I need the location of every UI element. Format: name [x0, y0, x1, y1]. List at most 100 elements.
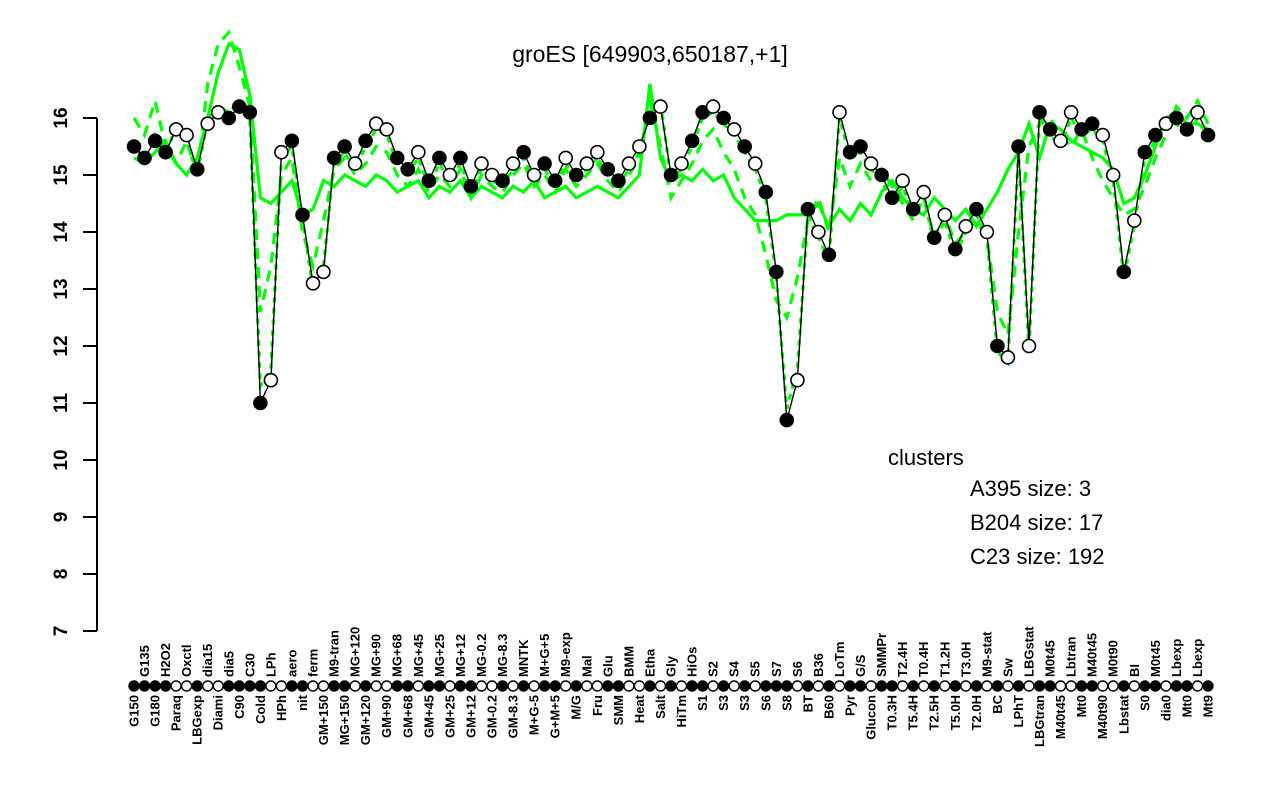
gene-line	[133, 105, 1209, 421]
x-condition-label: Heat	[632, 694, 647, 723]
data-point-filled	[800, 201, 816, 217]
rug-point-filled	[402, 680, 414, 692]
data-point-open	[274, 144, 289, 160]
rug-point-filled	[823, 680, 835, 692]
x-condition-label: SMMPr	[874, 633, 889, 677]
data-point-open	[863, 156, 879, 171]
rug-point-open	[728, 680, 740, 692]
x-condition-label: BT	[800, 695, 815, 712]
x-condition-label: T2.5H	[927, 695, 942, 730]
rug-point-open	[749, 680, 761, 692]
legend-item-b204: B204 size: 17	[970, 510, 1103, 535]
x-condition-label: LoTm	[832, 642, 847, 677]
rug-point-filled	[359, 680, 372, 692]
rug-point-open	[370, 680, 382, 692]
x-condition-label: S2	[706, 661, 721, 677]
x-condition-label: G135	[137, 645, 152, 677]
x-condition-label: Glucon	[864, 695, 879, 740]
x-condition-label: T0.4H	[916, 642, 931, 677]
data-point-open	[558, 150, 574, 166]
data-point-open	[1127, 213, 1142, 228]
x-condition-label: G180	[148, 695, 163, 727]
x-condition-label: Pyr	[843, 695, 858, 716]
x-axis-labels: G150 G135 G180 H2O2 Paraq Oxctl LBGexp dia15 Dia…	[127, 626, 1216, 747]
x-condition-label: S1	[695, 695, 710, 711]
rug-point-open	[833, 680, 846, 692]
x-condition-label: nit	[295, 694, 310, 711]
x-condition-label: B60	[821, 695, 836, 719]
rug-point-open	[581, 680, 593, 692]
data-point-open	[410, 144, 426, 160]
rug-point-open	[1107, 680, 1119, 692]
data-point-filled	[189, 162, 205, 177]
rug-point-open	[812, 680, 825, 692]
x-condition-label: C30	[242, 653, 257, 677]
x-condition-label: S5	[748, 661, 763, 677]
x-condition-label: MG+90	[369, 634, 384, 677]
x-condition-label: BMM	[621, 646, 636, 677]
rug-point-filled	[612, 680, 625, 692]
data-point-open	[674, 156, 689, 171]
data-point-filled	[568, 167, 584, 183]
rug-point-filled	[1170, 680, 1183, 692]
x-condition-label: M0t45	[1043, 640, 1058, 677]
data-point-filled	[358, 133, 373, 149]
rug-point-filled	[760, 680, 772, 692]
data-point-open	[726, 122, 742, 137]
data-point-filled	[1084, 116, 1100, 131]
rug-point-open	[560, 680, 572, 692]
data-point-filled	[1032, 105, 1047, 120]
x-condition-label: M9-stat	[979, 631, 994, 677]
rug-point-filled	[1012, 680, 1025, 692]
x-condition-label: LBGstat	[1022, 626, 1037, 677]
data-point-open	[200, 116, 215, 131]
data-point-open	[505, 156, 521, 171]
rug-point-open	[275, 680, 288, 692]
rug-point-filled	[696, 680, 709, 692]
x-condition-label: Mal	[579, 655, 594, 677]
data-point-open	[1000, 350, 1016, 365]
data-point-open	[937, 207, 953, 223]
rug-point-filled	[1139, 680, 1151, 692]
x-condition-label: SMM	[611, 695, 626, 725]
data-point-filled	[326, 150, 342, 166]
x-condition-label: MG+45	[411, 634, 426, 677]
data-point-filled	[537, 156, 552, 171]
data-point-filled	[684, 133, 700, 149]
x-condition-label: S4	[727, 660, 742, 677]
data-point-open	[347, 156, 363, 171]
x-condition-label: B36	[811, 653, 826, 677]
rug-point-filled	[423, 680, 435, 692]
x-condition-label: HiOs	[685, 647, 700, 677]
data-point-open	[979, 224, 995, 240]
data-point-filled	[463, 179, 479, 194]
x-condition-label: dia15	[200, 644, 215, 677]
x-condition-label: GM+45	[421, 695, 436, 738]
x-condition-label: T2.0H	[969, 695, 984, 730]
rug-point-filled	[233, 680, 246, 692]
x-condition-label: M0t90	[1106, 640, 1121, 677]
data-point-open	[442, 167, 458, 183]
rug-point-open	[591, 680, 603, 692]
x-condition-label: T0.3H	[885, 695, 900, 730]
x-condition-label: M40t90	[1095, 695, 1110, 739]
x-condition-label: M9-exp	[558, 632, 573, 677]
data-point-filled	[495, 173, 510, 188]
rug-point-filled	[128, 680, 140, 692]
x-condition-label: LBGtran	[1032, 695, 1047, 747]
y-tick-label: 14	[51, 221, 72, 243]
data-point-open	[1063, 105, 1079, 120]
data-point-open	[579, 156, 595, 171]
data-point-filled	[1011, 139, 1026, 154]
data-point-filled	[1116, 264, 1132, 280]
rug-point-open	[1054, 680, 1067, 692]
y-tick-label: 11	[51, 393, 72, 414]
data-point-open	[958, 219, 974, 234]
rug-point-filled	[338, 680, 351, 692]
rug-point-open	[486, 680, 498, 692]
data-point-filled	[905, 201, 921, 217]
data-point-open	[263, 372, 279, 388]
rug-point-open	[1023, 680, 1035, 692]
data-point-open	[305, 275, 321, 291]
data-point-open	[589, 144, 605, 160]
